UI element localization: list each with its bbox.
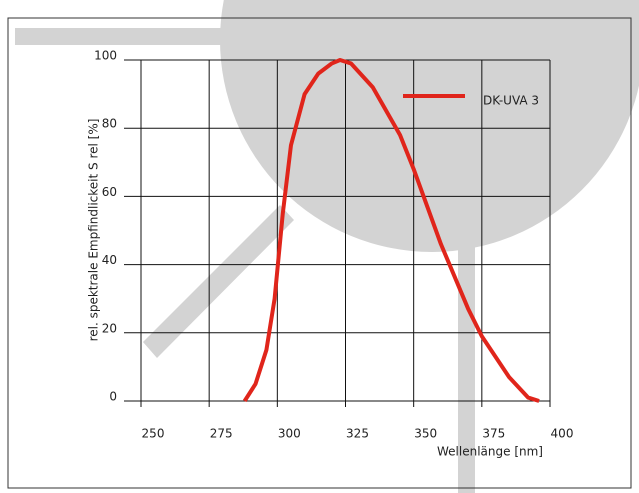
- x-tick-label: 400: [551, 427, 574, 441]
- x-tick-label: 300: [278, 427, 301, 441]
- y-tick-label: 40: [102, 253, 117, 267]
- background-decoration: [15, 0, 639, 493]
- data-line: [242, 58, 540, 403]
- x-tick-label: 250: [142, 427, 165, 441]
- x-tick-label: 375: [482, 427, 505, 441]
- frame: [7, 17, 632, 489]
- y-axis-label: rel. spektrale Empfindlickeit S rel [%]: [87, 119, 101, 342]
- x-tick-label: 325: [346, 427, 369, 441]
- y-tick-label: 20: [102, 321, 117, 335]
- y-tick-label: 60: [102, 185, 117, 199]
- y-tick-label: 100: [94, 49, 117, 63]
- x-tick-label: 350: [414, 427, 437, 441]
- legend-label: DK-UVA 3: [483, 94, 539, 108]
- x-axis-label: Wellenlänge [nm]: [437, 445, 543, 459]
- x-tick-label: 275: [210, 427, 233, 441]
- y-tick-label: 0: [109, 390, 117, 404]
- y-tick-label: 80: [102, 117, 117, 131]
